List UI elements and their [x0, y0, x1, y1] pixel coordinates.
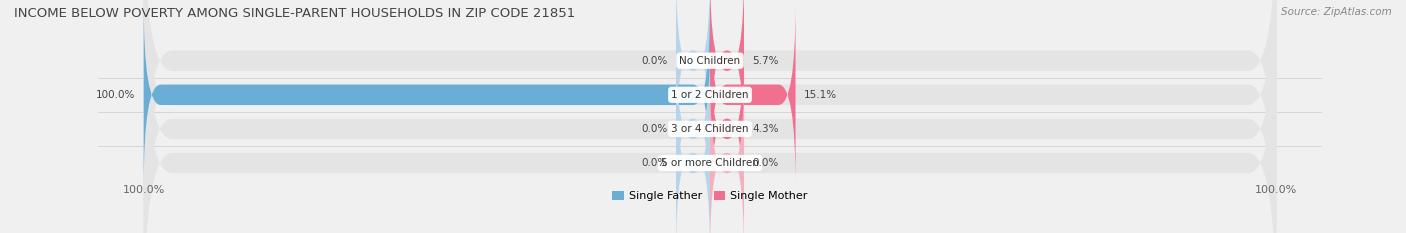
Text: Source: ZipAtlas.com: Source: ZipAtlas.com — [1281, 7, 1392, 17]
Text: 4.3%: 4.3% — [752, 124, 779, 134]
Text: 15.1%: 15.1% — [804, 90, 837, 100]
Text: No Children: No Children — [679, 56, 741, 66]
FancyBboxPatch shape — [676, 0, 710, 153]
FancyBboxPatch shape — [143, 3, 1277, 233]
Text: 1 or 2 Children: 1 or 2 Children — [671, 90, 749, 100]
FancyBboxPatch shape — [710, 71, 744, 233]
FancyBboxPatch shape — [143, 0, 1277, 233]
FancyBboxPatch shape — [143, 0, 1277, 221]
Text: 5.7%: 5.7% — [752, 56, 779, 66]
FancyBboxPatch shape — [710, 0, 744, 153]
FancyBboxPatch shape — [710, 3, 796, 187]
FancyBboxPatch shape — [143, 3, 710, 187]
Text: 100.0%: 100.0% — [96, 90, 135, 100]
Text: 0.0%: 0.0% — [641, 158, 668, 168]
Legend: Single Father, Single Mother: Single Father, Single Mother — [613, 191, 807, 201]
FancyBboxPatch shape — [676, 37, 710, 221]
FancyBboxPatch shape — [710, 37, 744, 221]
FancyBboxPatch shape — [676, 71, 710, 233]
Text: 3 or 4 Children: 3 or 4 Children — [671, 124, 749, 134]
Text: 0.0%: 0.0% — [641, 56, 668, 66]
Text: INCOME BELOW POVERTY AMONG SINGLE-PARENT HOUSEHOLDS IN ZIP CODE 21851: INCOME BELOW POVERTY AMONG SINGLE-PARENT… — [14, 7, 575, 20]
Text: 0.0%: 0.0% — [641, 124, 668, 134]
Text: 0.0%: 0.0% — [752, 158, 779, 168]
Text: 5 or more Children: 5 or more Children — [661, 158, 759, 168]
FancyBboxPatch shape — [143, 0, 1277, 233]
